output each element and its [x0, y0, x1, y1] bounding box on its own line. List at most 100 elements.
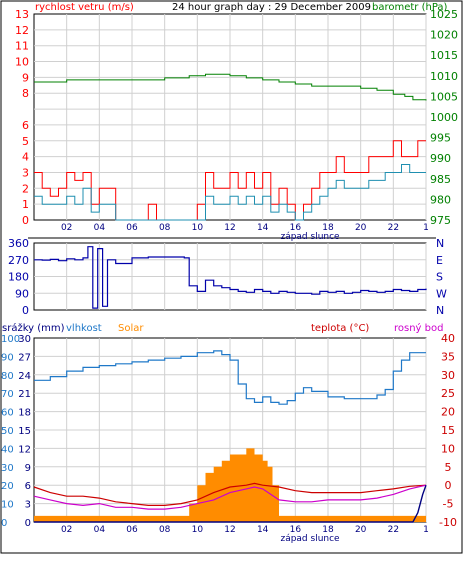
y-tick-label-wind: 5: [22, 135, 29, 148]
compass-label: W: [436, 287, 447, 300]
y-tick-label-pressure: 980: [430, 193, 451, 206]
y-tick-label-rain: 15: [18, 426, 31, 437]
x-tick-label: 16: [290, 525, 302, 535]
y-tick-label-wind: 4: [22, 151, 29, 164]
x-tick-label: 06: [126, 223, 138, 233]
y-tick-label-humidity: 0: [1, 518, 7, 529]
x-tick-label: 10: [192, 223, 204, 233]
y-tick-label-temperature: 5: [445, 461, 452, 474]
y-tick-label-temperature: 40: [441, 332, 455, 345]
x-tick-label: 20: [355, 525, 367, 535]
compass-label: N: [436, 237, 444, 250]
y-tick-label-pressure: 985: [430, 173, 451, 186]
y-tick-label-humidity: 100: [1, 334, 20, 345]
sunset-label: západ slunce: [280, 534, 340, 544]
y-tick-label-pressure: 1005: [430, 90, 458, 103]
legend-dew-point: rosný bod: [394, 322, 443, 334]
series-line-gust: [34, 140, 426, 221]
series-line-dew-point: [33, 484, 427, 510]
y-tick-label-direction: 360: [8, 237, 29, 250]
x-tick-label: 08: [159, 223, 171, 233]
y-tick-label-temperature: 20: [441, 406, 455, 419]
series-line-temperature: [33, 482, 427, 506]
y-tick-label-wind: 3: [22, 166, 29, 179]
y-tick-label-direction: 90: [15, 287, 29, 300]
compass-label: N: [436, 304, 444, 317]
y-tick-label-rain: 3: [25, 500, 31, 511]
x-tick-label: 18: [322, 223, 334, 233]
y-tick-label-humidity: 40: [1, 444, 14, 455]
legend-solar: Solar: [118, 323, 144, 334]
y-tick-label-humidity: 20: [1, 481, 14, 492]
x-tick-label: 08: [159, 525, 171, 535]
y-tick-label-wind: 9: [22, 71, 29, 84]
y-tick-label-temperature: 0: [445, 479, 452, 492]
y-tick-label-wind: 0: [22, 214, 29, 227]
y-tick-label-rain: 24: [18, 371, 31, 382]
x-tick-label: 02: [61, 223, 72, 233]
y-tick-label-pressure: 1000: [430, 111, 458, 124]
y-tick-label-wind: 2: [22, 182, 29, 195]
y-tick-label-temperature: 15: [441, 424, 455, 437]
wind-pressure-panel: 0123456891011121397598098599099510001005…: [15, 8, 458, 242]
x-tick-label: 14: [257, 223, 269, 233]
y-tick-label-pressure: 1010: [430, 70, 458, 83]
y-tick-label-pressure: 1025: [430, 8, 458, 21]
x-tick-label: 06: [126, 525, 138, 535]
x-tick-label: 10: [192, 525, 204, 535]
x-tick-label: 04: [94, 525, 106, 535]
legend-rain: srážky (mm): [2, 322, 65, 334]
y-tick-label-temperature: -5: [443, 498, 454, 511]
y-tick-label-temperature: 25: [441, 387, 455, 400]
chart-title: 24 hour graph day : 29 December 2009: [172, 2, 371, 13]
y-tick-label-rain: 18: [18, 408, 31, 419]
x-tick-label: 1: [423, 525, 429, 535]
y-tick-label-humidity: 70: [1, 389, 14, 400]
x-tick-label: 12: [224, 525, 235, 535]
y-tick-label-pressure: 995: [430, 132, 451, 145]
y-tick-label-wind: 10: [15, 56, 29, 69]
x-tick-label: 1: [423, 223, 429, 233]
legend-temperature: teplota (°C): [311, 323, 369, 334]
y-tick-label-rain: 0: [25, 518, 31, 529]
wind-speed-axis-title: rychlost vetru (m/s): [35, 2, 134, 13]
x-tick-label: 04: [94, 223, 106, 233]
y-tick-label-wind: 13: [15, 8, 29, 21]
y-tick-label-pressure: 1020: [430, 29, 458, 42]
series-area-solar: [34, 448, 426, 522]
y-tick-label-pressure: 1015: [430, 49, 458, 62]
y-tick-label-temperature: 30: [441, 369, 455, 382]
y-tick-label-wind: 6: [22, 119, 29, 132]
sunset-label: západ slunce: [280, 232, 340, 242]
series-line-humidity: [34, 350, 426, 405]
x-tick-label: 22: [388, 223, 399, 233]
x-tick-label: 16: [290, 223, 302, 233]
y-tick-label-rain: 9: [25, 463, 31, 474]
y-tick-label-wind: 12: [15, 24, 29, 37]
y-tick-label-rain: 21: [18, 389, 31, 400]
y-tick-label-humidity: 90: [1, 352, 14, 363]
y-tick-label-wind: 8: [22, 87, 29, 100]
y-tick-label-direction: 0: [22, 304, 29, 317]
y-tick-label-rain: 12: [18, 444, 31, 455]
y-tick-label-rain: 27: [18, 352, 31, 363]
y-tick-label-humidity: 10: [1, 500, 14, 511]
x-tick-label: 20: [355, 223, 367, 233]
compass-label: S: [436, 271, 443, 284]
y-tick-label-direction: 180: [8, 271, 29, 284]
x-tick-label: 02: [61, 525, 72, 535]
y-tick-label-pressure: 990: [430, 152, 451, 165]
y-tick-label-temperature: 35: [441, 350, 455, 363]
compass-label: E: [436, 254, 443, 267]
series-line-pressure: [34, 73, 427, 101]
y-tick-label-pressure: 975: [430, 214, 451, 227]
y-tick-label-rain: 30: [18, 334, 31, 345]
y-tick-label-humidity: 80: [1, 371, 14, 382]
y-tick-label-rain: 6: [25, 481, 31, 492]
y-tick-label-temperature: -10: [439, 516, 457, 529]
x-tick-label: 12: [224, 223, 235, 233]
x-tick-label: 14: [257, 525, 269, 535]
y-tick-label-wind: 1: [22, 198, 29, 211]
y-tick-label-direction: 270: [8, 254, 29, 267]
